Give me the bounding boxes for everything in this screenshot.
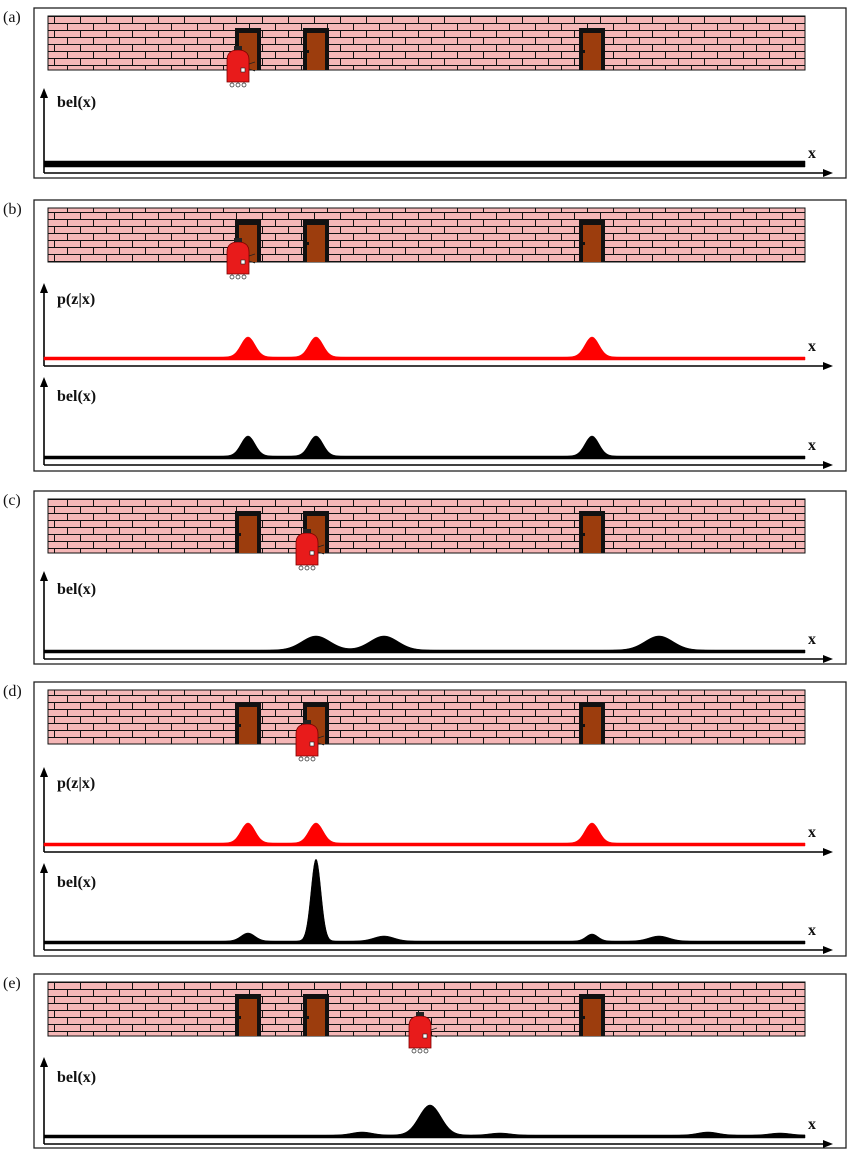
x-axis-label: x <box>808 145 816 162</box>
y-axis-arrow-icon <box>40 88 48 98</box>
belief-plot: bel(x) x <box>40 1057 833 1148</box>
belief-curve <box>43 160 806 168</box>
panel-d: (d) p(z|x) x bel(x) x <box>3 681 847 957</box>
belief-label: bel(x) <box>57 581 96 598</box>
brick-wall <box>47 15 806 71</box>
door-icon <box>579 28 605 70</box>
robot-icon <box>295 720 325 762</box>
brick-wall <box>47 498 806 554</box>
x-axis-arrow-icon <box>823 655 833 663</box>
y-axis-arrow-icon <box>40 767 48 777</box>
measurement-label: p(z|x) <box>57 291 95 308</box>
y-axis-arrow-icon <box>40 571 48 581</box>
measurement-curve <box>43 822 806 847</box>
x-axis-arrow-icon <box>823 848 833 856</box>
x-axis-arrow-icon <box>823 946 833 954</box>
door-icon <box>235 702 261 744</box>
x-axis-arrow-icon <box>823 362 833 370</box>
x-axis-arrow-icon <box>823 1140 833 1148</box>
y-axis-arrow-icon <box>40 377 48 387</box>
x-axis-label: x <box>808 338 816 355</box>
x-axis-label: x <box>808 922 816 939</box>
panel-b: (b) p(z|x) x bel(x) x <box>3 199 847 472</box>
x-axis-arrow-icon <box>823 169 833 177</box>
panel-label: (a) <box>3 9 21 26</box>
belief-plot: bel(x) x <box>40 377 833 469</box>
y-axis-arrow-icon <box>40 863 48 873</box>
panel-label: (b) <box>3 201 22 218</box>
belief-label: bel(x) <box>57 388 96 405</box>
panel-frame <box>33 490 847 665</box>
panel-frame <box>33 973 847 1149</box>
panel-a: (a) bel(x) x <box>3 7 847 179</box>
x-axis-label: x <box>808 631 816 648</box>
measurement-curve <box>43 336 806 361</box>
door-icon <box>303 220 329 262</box>
belief-label: bel(x) <box>57 1069 96 1086</box>
belief-plot: bel(x) x <box>40 858 833 954</box>
measurement-plot: p(z|x) x <box>40 283 833 370</box>
x-axis-label: x <box>808 824 816 841</box>
door-icon <box>235 994 261 1036</box>
panel-frame <box>33 681 847 957</box>
door-icon <box>579 702 605 744</box>
measurement-label: p(z|x) <box>57 775 95 792</box>
measurement-plot: p(z|x) x <box>40 767 833 856</box>
panel-frame <box>33 7 847 179</box>
x-axis-label: x <box>808 1116 816 1133</box>
panel-c: (c) bel(x) x <box>3 490 847 665</box>
belief-curve <box>43 858 806 945</box>
panel-frame <box>33 199 847 472</box>
belief-plot: bel(x) x <box>40 88 833 177</box>
panel-label: (e) <box>3 975 21 992</box>
brick-wall <box>47 207 806 263</box>
panel-e: (e) bel(x) x <box>3 973 847 1149</box>
robot-icon <box>226 238 256 280</box>
robot-icon <box>226 46 256 88</box>
door-icon <box>235 511 261 553</box>
door-icon <box>303 28 329 70</box>
panels-layer: (a)bel(x)x(b)p(z|x)xbel(x)x(c)bel(x)x(d)… <box>3 7 847 1149</box>
panel-label: (c) <box>3 492 21 509</box>
belief-plot: bel(x) x <box>40 571 833 663</box>
panel-label: (d) <box>3 683 22 700</box>
belief-curve <box>43 435 806 460</box>
door-icon <box>303 994 329 1036</box>
belief-curve <box>43 1104 806 1139</box>
door-icon <box>579 994 605 1036</box>
belief-label: bel(x) <box>57 94 96 111</box>
door-icon <box>579 220 605 262</box>
x-axis-arrow-icon <box>823 461 833 469</box>
robot-icon <box>408 1012 438 1054</box>
belief-curve <box>43 635 806 654</box>
belief-label: bel(x) <box>57 874 96 891</box>
y-axis-arrow-icon <box>40 1057 48 1067</box>
door-icon <box>579 511 605 553</box>
y-axis-arrow-icon <box>40 283 48 293</box>
x-axis-label: x <box>808 437 816 454</box>
brick-wall <box>47 689 806 745</box>
robot-icon <box>295 529 325 571</box>
